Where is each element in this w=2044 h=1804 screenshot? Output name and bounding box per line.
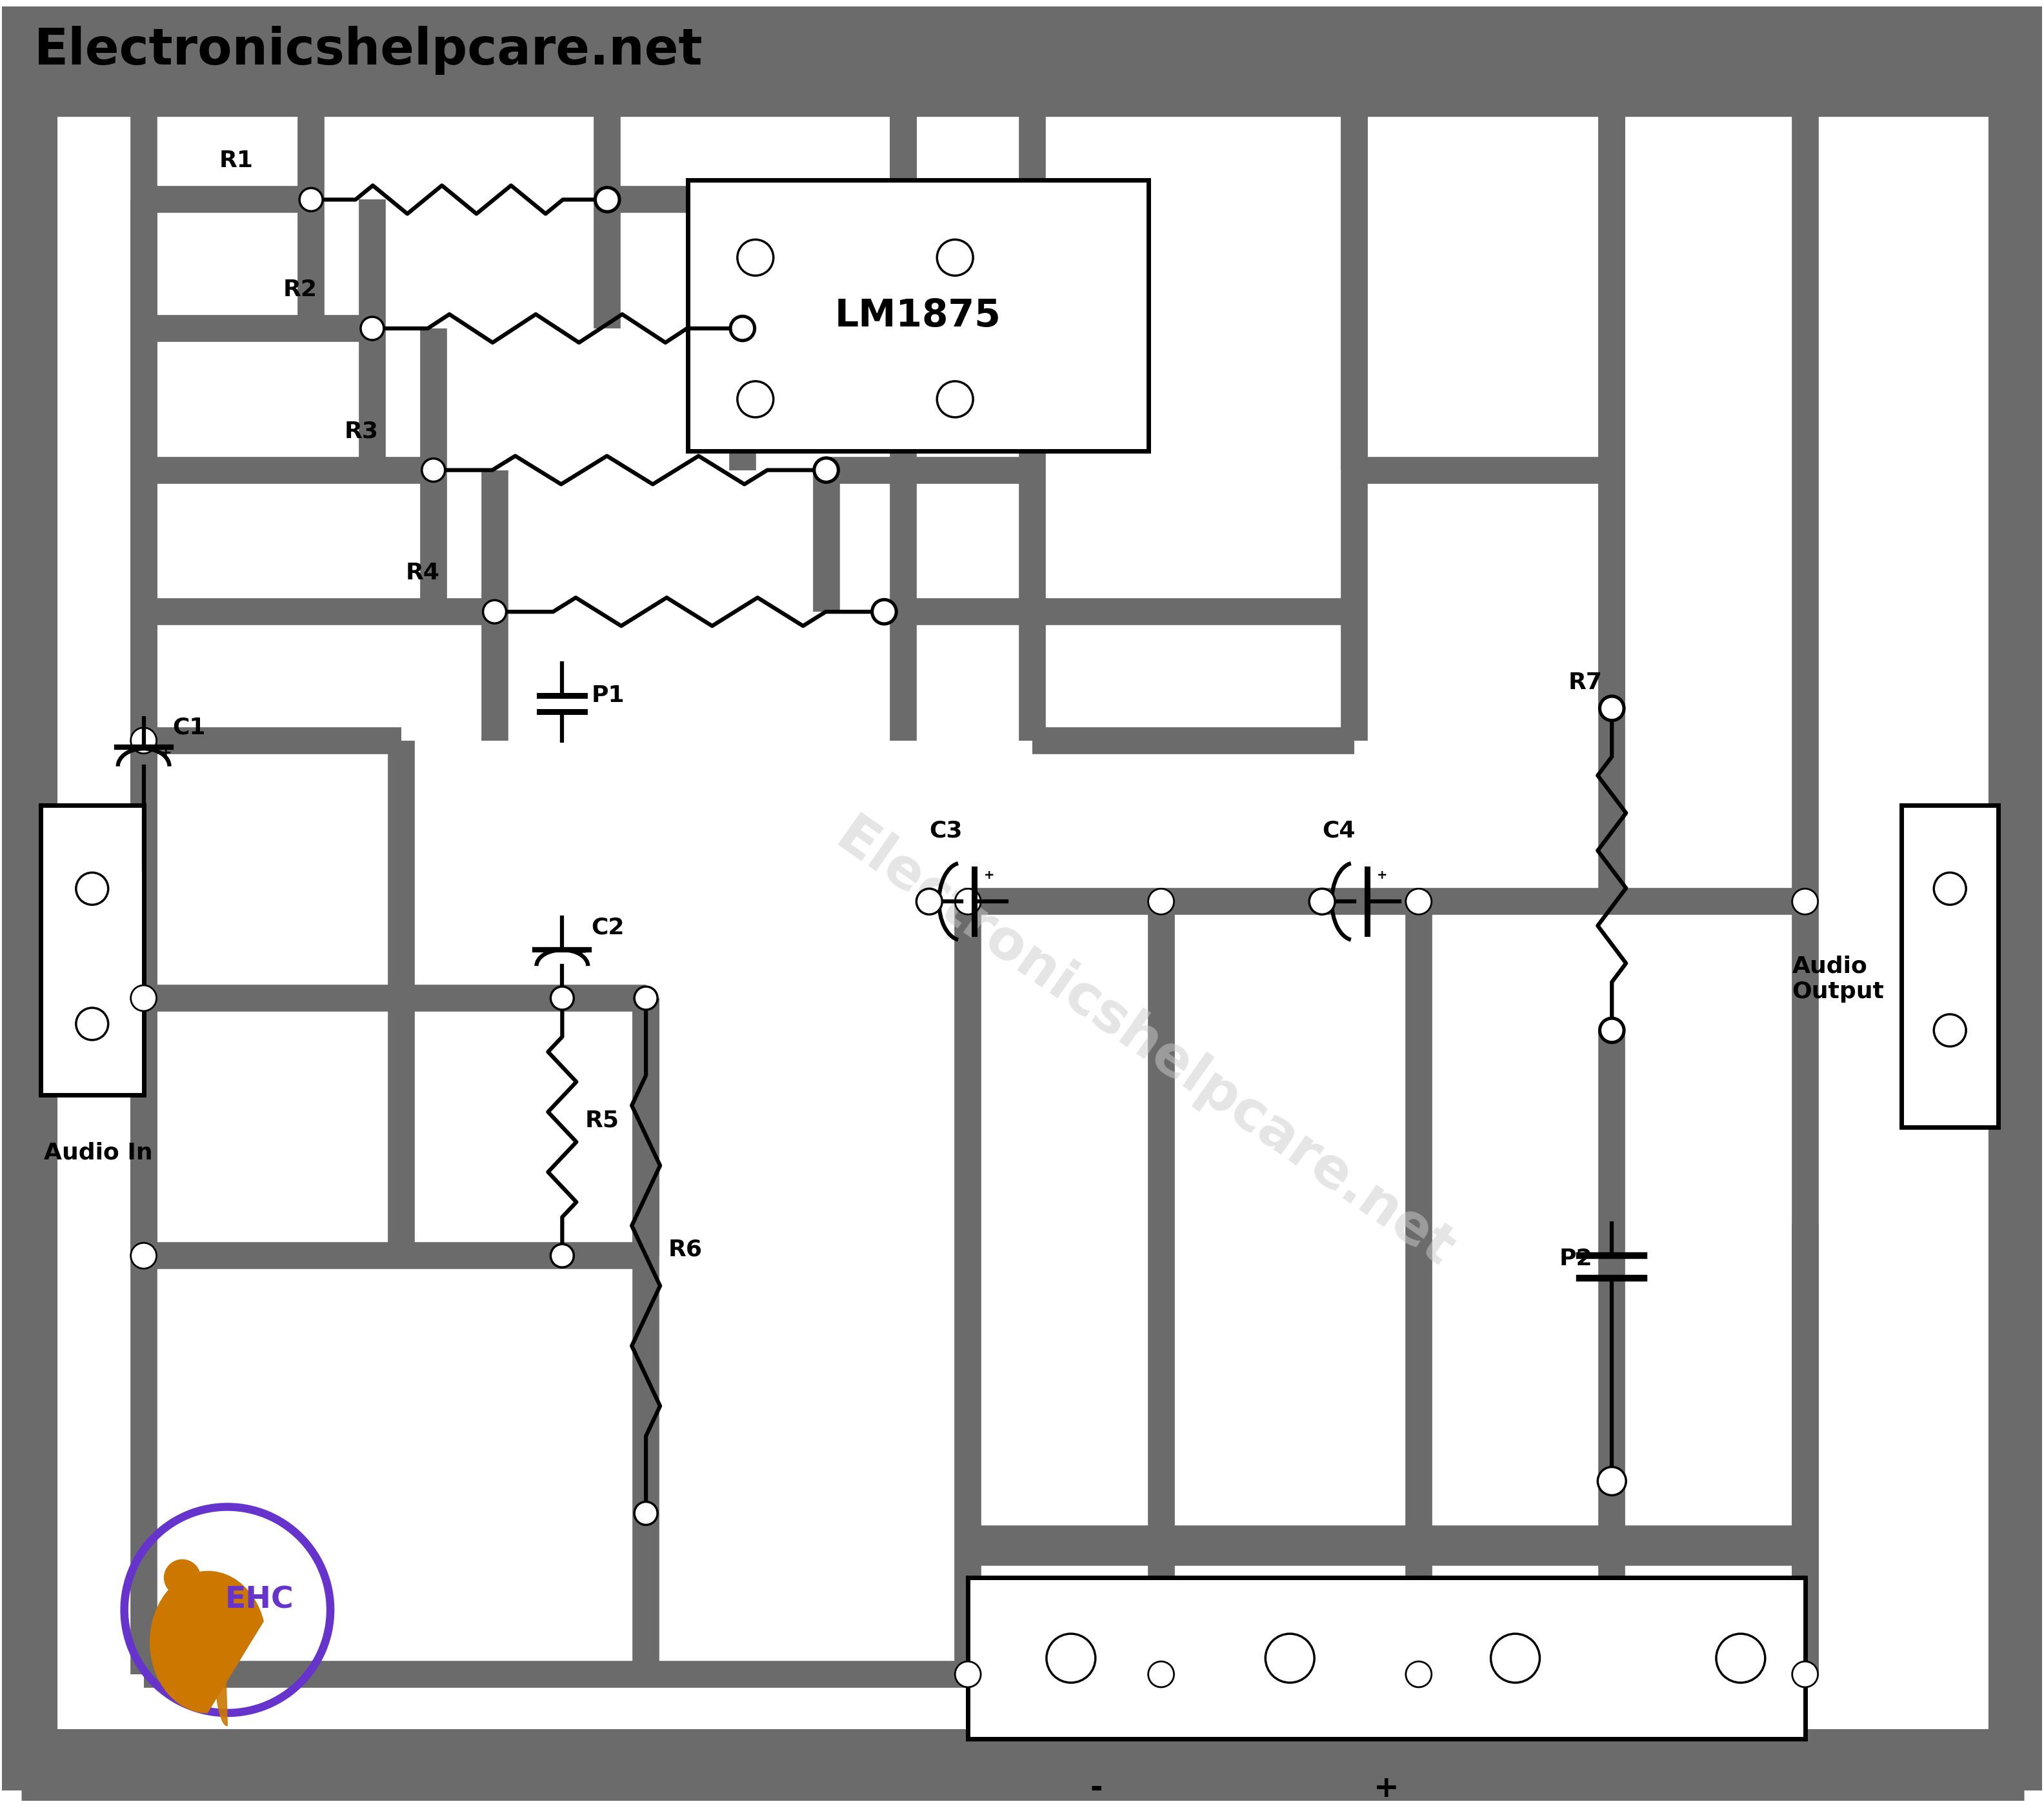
Bar	[1901, 805, 1999, 1128]
Circle shape	[738, 240, 773, 276]
Text: EHC: EHC	[225, 1586, 294, 1615]
Circle shape	[1149, 1661, 1173, 1687]
Circle shape	[76, 873, 108, 906]
Circle shape	[1598, 696, 1625, 722]
Circle shape	[360, 318, 384, 339]
Circle shape	[1598, 1017, 1625, 1043]
Circle shape	[916, 889, 942, 915]
Circle shape	[816, 458, 838, 482]
Circle shape	[550, 1245, 574, 1268]
Circle shape	[1934, 1014, 1966, 1046]
Text: C4: C4	[1322, 819, 1355, 842]
Text: Audio
Output: Audio Output	[1793, 956, 1885, 1003]
Text: Electronicshelpcare.net: Electronicshelpcare.net	[35, 25, 703, 74]
Circle shape	[550, 987, 574, 1010]
Text: Electronicshelpcare.net: Electronicshelpcare.net	[826, 810, 1464, 1279]
Text: LM1875: LM1875	[834, 298, 1002, 334]
Circle shape	[1406, 889, 1431, 915]
Circle shape	[131, 1243, 157, 1268]
Circle shape	[300, 188, 323, 211]
Circle shape	[595, 188, 619, 213]
Text: Audio In: Audio In	[43, 1142, 153, 1164]
Circle shape	[814, 456, 840, 483]
Text: R6: R6	[668, 1238, 703, 1261]
Circle shape	[732, 318, 754, 339]
Circle shape	[738, 381, 773, 417]
Text: C3: C3	[930, 819, 963, 842]
Text: R4: R4	[405, 563, 439, 584]
Text: P1: P1	[591, 684, 625, 707]
Text: P2: P2	[1560, 1248, 1592, 1270]
Circle shape	[936, 240, 973, 276]
Circle shape	[482, 601, 507, 624]
Circle shape	[1934, 873, 1966, 906]
Circle shape	[873, 601, 895, 624]
Text: R7: R7	[1568, 671, 1602, 693]
Text: +: +	[1374, 1773, 1400, 1804]
Circle shape	[1793, 889, 1817, 915]
Text: +: +	[574, 945, 587, 960]
Text: R5: R5	[585, 1109, 619, 1131]
Circle shape	[936, 381, 973, 417]
Text: -: -	[1089, 1773, 1104, 1804]
Circle shape	[1490, 1634, 1539, 1683]
Circle shape	[595, 188, 619, 211]
Text: R2: R2	[284, 280, 317, 301]
Circle shape	[1793, 1661, 1817, 1687]
Circle shape	[1600, 1019, 1623, 1043]
Circle shape	[76, 1008, 108, 1039]
Circle shape	[131, 985, 157, 1010]
Circle shape	[634, 1501, 658, 1524]
Bar	[969, 1578, 1805, 1739]
Text: C1: C1	[172, 716, 206, 738]
Circle shape	[955, 1661, 981, 1687]
Text: C2: C2	[591, 916, 623, 938]
Text: R1: R1	[219, 150, 253, 171]
Text: +: +	[159, 747, 172, 759]
Circle shape	[871, 599, 897, 624]
Circle shape	[1406, 1661, 1431, 1687]
Circle shape	[1598, 1467, 1627, 1496]
Circle shape	[1265, 1634, 1314, 1683]
Text: +: +	[1378, 870, 1388, 882]
Circle shape	[1717, 1634, 1766, 1683]
Circle shape	[634, 987, 658, 1010]
Circle shape	[131, 727, 157, 754]
Text: +: +	[983, 870, 995, 882]
Circle shape	[955, 889, 981, 915]
Circle shape	[1600, 696, 1623, 720]
Circle shape	[1047, 1634, 1096, 1683]
Circle shape	[421, 458, 446, 482]
Circle shape	[164, 1560, 200, 1597]
Text: R3: R3	[345, 420, 378, 442]
Circle shape	[1310, 889, 1335, 915]
Circle shape	[730, 316, 756, 341]
Circle shape	[1149, 889, 1173, 915]
Bar	[687, 180, 1149, 451]
Bar	[41, 805, 143, 1095]
Polygon shape	[215, 1600, 227, 1726]
Polygon shape	[149, 1571, 264, 1714]
